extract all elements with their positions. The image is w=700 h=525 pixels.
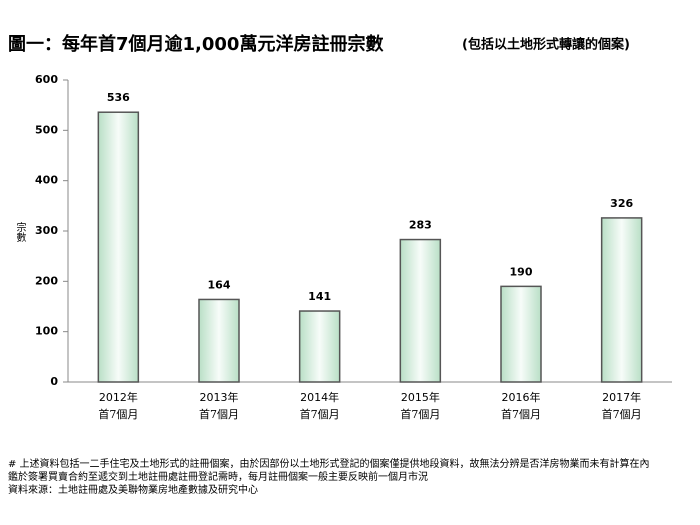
x-tick-label: 2014年 xyxy=(300,390,339,404)
y-axis-label: 宗數 xyxy=(14,221,26,243)
data-label: 164 xyxy=(208,278,231,291)
note: 資料來源：土地註冊處及美聯物業房地產數據及研究中心 xyxy=(8,485,258,496)
x-tick-sublabel: 首7個月 xyxy=(501,407,541,421)
bar xyxy=(399,238,442,383)
bar xyxy=(97,111,140,383)
x-tick-label: 2012年 xyxy=(99,390,138,404)
x-tick-label: 2016年 xyxy=(502,390,541,404)
data-label: 283 xyxy=(409,219,432,232)
note: # 上述資料包括一二手住宅及土地形式的註冊個案，由於因部份以土地形式登記的個案僅… xyxy=(8,459,650,470)
data-label: 326 xyxy=(610,197,633,210)
x-tick-sublabel: 首7個月 xyxy=(199,407,239,421)
y-tick-label: 300 xyxy=(35,224,58,237)
x-tick-sublabel: 首7個月 xyxy=(98,407,138,421)
x-tick-sublabel: 首7個月 xyxy=(602,407,642,421)
chart-subtitle: (包括以土地形式轉讓的個案) xyxy=(462,37,630,53)
y-tick-label: 200 xyxy=(35,274,58,287)
chart-title: 圖一：每年首7個月逾1,000萬元洋房註冊宗數 xyxy=(8,33,383,55)
note: 鑑於簽署買賣合約至遞交到土地註冊處註冊登記需時，每月註冊個案一般主要反映前一個月… xyxy=(8,472,428,483)
x-tick-sublabel: 首7個月 xyxy=(400,407,440,421)
data-label: 190 xyxy=(510,265,533,278)
y-tick-label: 0 xyxy=(50,375,58,388)
y-tick-label: 100 xyxy=(35,325,58,338)
notes: # 上述資料包括一二手住宅及土地形式的註冊個案，由於因部份以土地形式登記的個案僅… xyxy=(8,458,688,497)
x-tick-label: 2015年 xyxy=(401,390,440,404)
x-tick-label: 2013年 xyxy=(200,390,239,404)
data-label: 141 xyxy=(308,290,331,303)
bar xyxy=(198,298,240,383)
bar xyxy=(298,310,341,383)
y-tick-label: 400 xyxy=(35,174,58,187)
bar xyxy=(500,285,542,383)
data-label: 536 xyxy=(107,91,130,104)
bar xyxy=(600,217,643,383)
y-tick-label: 500 xyxy=(35,123,58,136)
y-tick-label: 600 xyxy=(35,73,58,86)
x-tick-label: 2017年 xyxy=(602,390,641,404)
x-tick-sublabel: 首7個月 xyxy=(300,407,340,421)
